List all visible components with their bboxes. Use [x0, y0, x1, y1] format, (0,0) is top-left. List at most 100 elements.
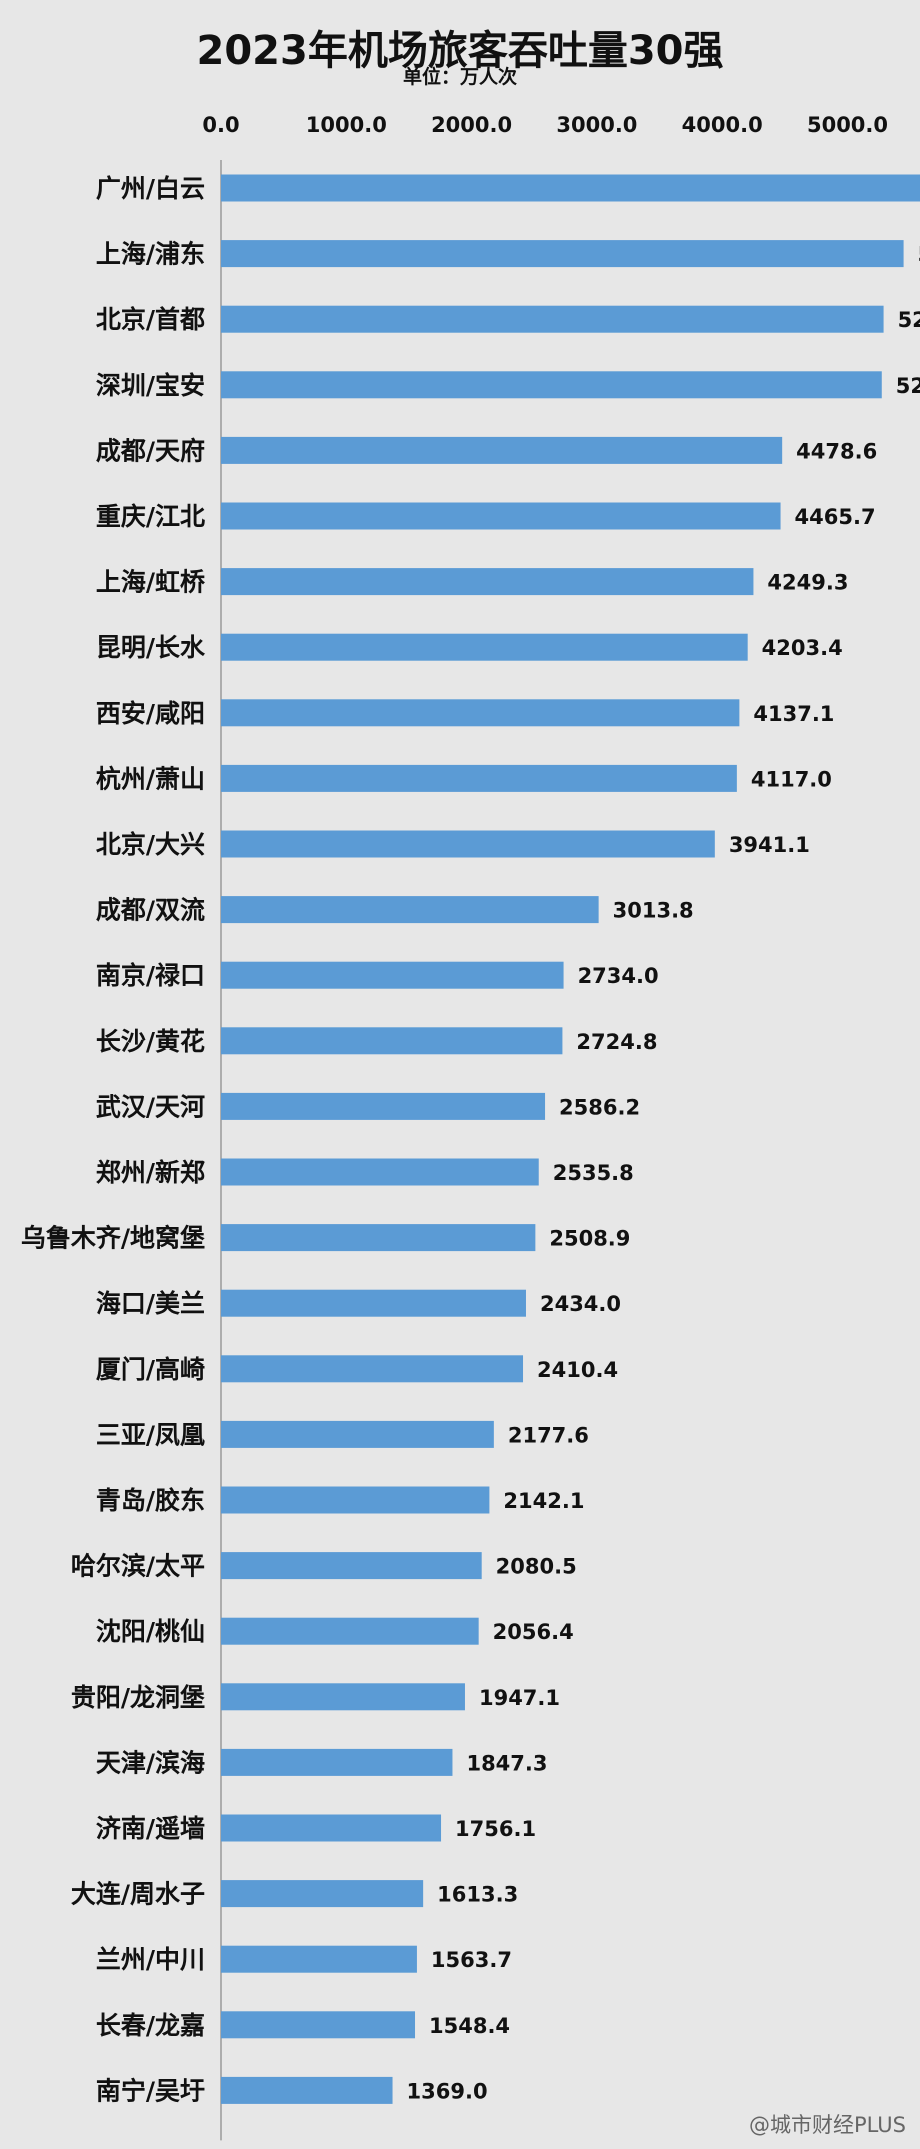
bar: [221, 1617, 479, 1645]
bar: [221, 830, 715, 858]
value-label: 4203.4: [762, 636, 843, 660]
category-label: 沈阳/桃仙: [96, 1617, 205, 1646]
value-label: 2177.6: [508, 1423, 589, 1447]
category-label: 天津/滨海: [96, 1748, 205, 1777]
category-label: 广州/白云: [96, 174, 205, 203]
value-label: 2142.1: [503, 1489, 584, 1513]
value-label: 1756.1: [455, 1817, 536, 1841]
category-label: 南宁/吴圩: [96, 2076, 205, 2105]
category-label: 大连/周水子: [71, 1880, 205, 1909]
value-label: 1947.1: [479, 1686, 560, 1710]
category-label: 贵阳/龙洞堡: [71, 1683, 205, 1712]
category-label: 北京/首都: [96, 305, 205, 334]
bar: [221, 764, 737, 792]
bar: [221, 1880, 424, 1908]
value-label: 1369.0: [407, 2079, 488, 2103]
category-label: 乌鲁木齐/地窝堡: [21, 1224, 205, 1253]
bar: [221, 896, 599, 924]
value-label: 4117.0: [751, 767, 832, 791]
bar: [221, 436, 783, 464]
value-label: 1548.4: [429, 2014, 510, 2038]
x-axis-ticks: 0.01000.02000.03000.04000.05000.06000.07…: [202, 113, 888, 137]
bar: [221, 1748, 453, 1776]
bar: [221, 174, 920, 202]
category-label: 厦门/高崎: [96, 1355, 205, 1384]
bar: [221, 699, 740, 727]
value-label: 5447.6: [918, 243, 920, 267]
category-label: 兰州/中川: [96, 1945, 205, 1974]
watermark-text: @城市财经PLUS: [748, 2113, 906, 2137]
bar: [221, 240, 904, 268]
bar: [221, 1420, 494, 1448]
bar: [221, 2076, 393, 2104]
bar: [221, 1158, 539, 1186]
category-label: 济南/遥墙: [96, 1814, 205, 1843]
x-tick-label: 5000.0: [807, 113, 888, 137]
value-label: 2056.4: [493, 1620, 574, 1644]
category-label: 郑州/新郑: [96, 1158, 205, 1187]
value-label: 2080.5: [496, 1555, 577, 1579]
x-tick-label: 0.0: [202, 113, 239, 137]
category-label: 南京/禄口: [96, 961, 205, 990]
category-label: 杭州/萧山: [96, 764, 205, 793]
category-label: 上海/浦东: [96, 240, 205, 269]
category-label: 上海/虹桥: [96, 568, 205, 597]
bar: [221, 568, 754, 596]
bar: [221, 1092, 546, 1120]
bar: [221, 1224, 536, 1252]
category-label: 西安/咸阳: [96, 699, 205, 728]
value-label: 5287.9: [898, 308, 920, 332]
value-label: 1563.7: [431, 1948, 512, 1972]
value-label: 1613.3: [437, 1883, 518, 1907]
chart-subtitle: 单位：万人次: [402, 66, 517, 88]
category-label: 哈尔滨/太平: [71, 1552, 205, 1581]
value-label: 2724.8: [576, 1030, 657, 1054]
bar: [221, 371, 882, 399]
bar: [221, 1552, 482, 1580]
value-label: 4137.1: [753, 702, 834, 726]
category-label: 重庆/江北: [96, 502, 205, 531]
bar: [221, 1814, 442, 1842]
chart-title: 2023年机场旅客吞吐量30强: [196, 28, 724, 74]
bar: [221, 1945, 417, 1973]
bar: [221, 1289, 526, 1317]
category-label: 三亚/凤凰: [96, 1420, 205, 1449]
value-label: 3013.8: [613, 899, 694, 923]
value-label: 2434.0: [540, 1292, 621, 1316]
x-tick-label: 2000.0: [431, 113, 512, 137]
bar: [221, 1355, 524, 1383]
value-label: 2508.9: [549, 1227, 630, 1251]
category-label: 青岛/胶东: [96, 1486, 205, 1515]
value-label: 2410.4: [537, 1358, 618, 1382]
value-label: 1847.3: [466, 1751, 547, 1775]
bars-group: 广州/白云6316.8上海/浦东5447.6北京/首都5287.9深圳/宝安52…: [21, 174, 920, 2105]
value-label: 2535.8: [553, 1161, 634, 1185]
value-label: 4249.3: [767, 571, 848, 595]
bar: [221, 1486, 490, 1514]
bar: [221, 502, 781, 530]
x-tick-label: 4000.0: [682, 113, 763, 137]
category-label: 长沙/黄花: [96, 1027, 205, 1056]
category-label: 武汉/天河: [96, 1092, 205, 1121]
category-label: 昆明/长水: [96, 633, 206, 662]
bar: [221, 961, 564, 989]
category-label: 长春/龙嘉: [96, 2011, 205, 2040]
bar: [221, 1027, 563, 1055]
bar: [221, 305, 884, 333]
value-label: 5273.5: [896, 374, 920, 398]
value-label: 4465.7: [795, 505, 876, 529]
x-tick-label: 1000.0: [306, 113, 387, 137]
category-label: 成都/天府: [96, 436, 205, 465]
value-label: 4478.6: [796, 439, 877, 463]
bar: [221, 2011, 416, 2039]
bar: [221, 633, 748, 661]
bar: [221, 1683, 465, 1711]
value-label: 3941.1: [729, 833, 810, 857]
category-label: 海口/美兰: [96, 1289, 205, 1318]
category-label: 北京/大兴: [96, 830, 205, 859]
x-tick-label: 3000.0: [556, 113, 637, 137]
category-label: 成都/双流: [96, 896, 205, 925]
value-label: 2586.2: [559, 1095, 640, 1119]
category-label: 深圳/宝安: [96, 371, 205, 400]
